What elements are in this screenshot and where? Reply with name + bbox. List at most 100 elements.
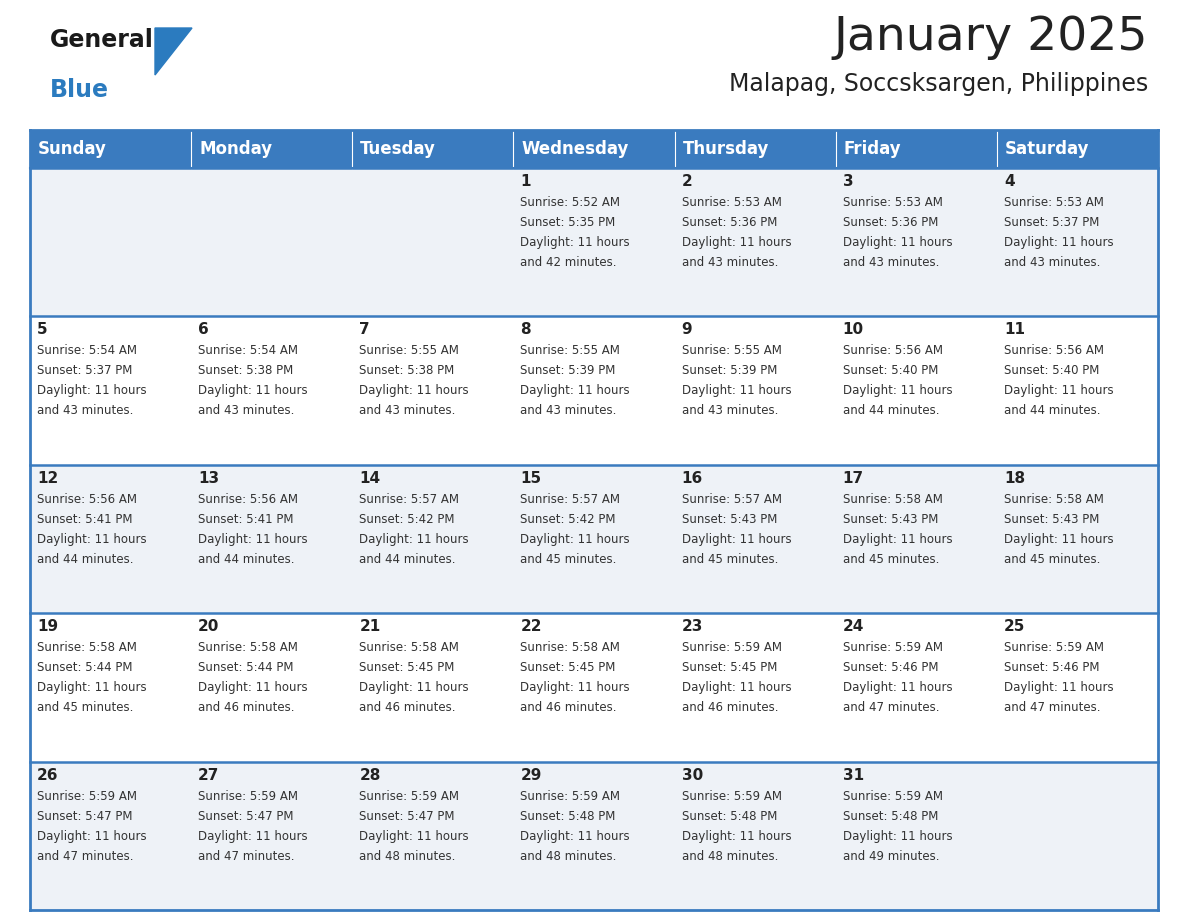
FancyBboxPatch shape — [30, 168, 191, 317]
FancyBboxPatch shape — [997, 317, 1158, 465]
Text: Daylight: 11 hours: Daylight: 11 hours — [682, 385, 791, 397]
Text: Daylight: 11 hours: Daylight: 11 hours — [1004, 681, 1113, 694]
Text: Daylight: 11 hours: Daylight: 11 hours — [520, 532, 630, 546]
Text: 21: 21 — [359, 620, 380, 634]
Text: and 43 minutes.: and 43 minutes. — [682, 256, 778, 269]
Text: and 46 minutes.: and 46 minutes. — [198, 701, 295, 714]
Text: 23: 23 — [682, 620, 703, 634]
Text: Sunrise: 5:59 AM: Sunrise: 5:59 AM — [1004, 641, 1104, 655]
FancyBboxPatch shape — [997, 130, 1158, 168]
Text: General: General — [50, 28, 154, 52]
Text: Sunrise: 5:58 AM: Sunrise: 5:58 AM — [842, 493, 942, 506]
Text: Daylight: 11 hours: Daylight: 11 hours — [520, 385, 630, 397]
FancyBboxPatch shape — [191, 317, 353, 465]
FancyBboxPatch shape — [30, 613, 191, 762]
Text: 7: 7 — [359, 322, 369, 338]
Text: Sunrise: 5:56 AM: Sunrise: 5:56 AM — [37, 493, 137, 506]
Text: 30: 30 — [682, 767, 703, 783]
FancyBboxPatch shape — [30, 762, 191, 910]
Text: Sunset: 5:46 PM: Sunset: 5:46 PM — [1004, 661, 1099, 674]
Text: and 44 minutes.: and 44 minutes. — [1004, 405, 1100, 418]
Text: Sunrise: 5:59 AM: Sunrise: 5:59 AM — [198, 789, 298, 802]
Text: Sunrise: 5:56 AM: Sunrise: 5:56 AM — [842, 344, 943, 357]
Text: 25: 25 — [1004, 620, 1025, 634]
FancyBboxPatch shape — [191, 465, 353, 613]
Text: and 43 minutes.: and 43 minutes. — [198, 405, 295, 418]
FancyBboxPatch shape — [191, 168, 353, 317]
Text: and 47 minutes.: and 47 minutes. — [37, 849, 133, 863]
Text: 6: 6 — [198, 322, 209, 338]
Text: 22: 22 — [520, 620, 542, 634]
Text: and 43 minutes.: and 43 minutes. — [359, 405, 456, 418]
Text: Sunset: 5:39 PM: Sunset: 5:39 PM — [520, 364, 615, 377]
FancyBboxPatch shape — [30, 465, 191, 613]
Text: Sunset: 5:47 PM: Sunset: 5:47 PM — [198, 810, 293, 823]
Text: 17: 17 — [842, 471, 864, 486]
Text: Sunset: 5:44 PM: Sunset: 5:44 PM — [37, 661, 133, 674]
Text: 15: 15 — [520, 471, 542, 486]
FancyBboxPatch shape — [513, 317, 675, 465]
Text: Daylight: 11 hours: Daylight: 11 hours — [682, 532, 791, 546]
FancyBboxPatch shape — [513, 168, 675, 317]
Text: Daylight: 11 hours: Daylight: 11 hours — [842, 681, 953, 694]
Text: Sunset: 5:42 PM: Sunset: 5:42 PM — [359, 513, 455, 526]
Text: Sunrise: 5:59 AM: Sunrise: 5:59 AM — [842, 789, 943, 802]
Text: Sunset: 5:40 PM: Sunset: 5:40 PM — [842, 364, 939, 377]
Text: 28: 28 — [359, 767, 380, 783]
Text: Daylight: 11 hours: Daylight: 11 hours — [1004, 385, 1113, 397]
Text: January 2025: January 2025 — [834, 15, 1148, 60]
Text: 4: 4 — [1004, 174, 1015, 189]
FancyBboxPatch shape — [835, 317, 997, 465]
Text: Sunrise: 5:58 AM: Sunrise: 5:58 AM — [359, 641, 459, 655]
Text: Sunset: 5:45 PM: Sunset: 5:45 PM — [520, 661, 615, 674]
Text: Sunset: 5:40 PM: Sunset: 5:40 PM — [1004, 364, 1099, 377]
FancyBboxPatch shape — [675, 465, 835, 613]
Text: and 45 minutes.: and 45 minutes. — [1004, 553, 1100, 565]
FancyBboxPatch shape — [191, 613, 353, 762]
Text: Sunset: 5:45 PM: Sunset: 5:45 PM — [359, 661, 455, 674]
Text: Daylight: 11 hours: Daylight: 11 hours — [198, 681, 308, 694]
FancyBboxPatch shape — [353, 168, 513, 317]
Text: Sunrise: 5:58 AM: Sunrise: 5:58 AM — [520, 641, 620, 655]
Text: Sunset: 5:43 PM: Sunset: 5:43 PM — [1004, 513, 1099, 526]
Text: Blue: Blue — [50, 78, 109, 102]
Text: Sunset: 5:37 PM: Sunset: 5:37 PM — [1004, 216, 1099, 229]
Text: and 47 minutes.: and 47 minutes. — [198, 849, 295, 863]
Text: 1: 1 — [520, 174, 531, 189]
Text: Sunset: 5:36 PM: Sunset: 5:36 PM — [842, 216, 939, 229]
Text: Sunrise: 5:58 AM: Sunrise: 5:58 AM — [1004, 493, 1104, 506]
FancyBboxPatch shape — [835, 465, 997, 613]
Text: Sunrise: 5:54 AM: Sunrise: 5:54 AM — [198, 344, 298, 357]
FancyBboxPatch shape — [353, 762, 513, 910]
Text: Sunrise: 5:55 AM: Sunrise: 5:55 AM — [359, 344, 459, 357]
Text: Monday: Monday — [200, 140, 272, 158]
Text: Sunrise: 5:59 AM: Sunrise: 5:59 AM — [682, 789, 782, 802]
Text: Sunset: 5:43 PM: Sunset: 5:43 PM — [842, 513, 939, 526]
Text: and 45 minutes.: and 45 minutes. — [682, 553, 778, 565]
FancyBboxPatch shape — [997, 762, 1158, 910]
FancyBboxPatch shape — [835, 130, 997, 168]
Text: and 48 minutes.: and 48 minutes. — [682, 849, 778, 863]
Text: Sunset: 5:41 PM: Sunset: 5:41 PM — [198, 513, 293, 526]
Text: Sunset: 5:39 PM: Sunset: 5:39 PM — [682, 364, 777, 377]
FancyBboxPatch shape — [675, 613, 835, 762]
Text: Daylight: 11 hours: Daylight: 11 hours — [842, 236, 953, 249]
Text: Sunset: 5:47 PM: Sunset: 5:47 PM — [37, 810, 133, 823]
Text: Daylight: 11 hours: Daylight: 11 hours — [682, 236, 791, 249]
Text: and 45 minutes.: and 45 minutes. — [520, 553, 617, 565]
Text: Friday: Friday — [843, 140, 902, 158]
Text: and 44 minutes.: and 44 minutes. — [842, 405, 940, 418]
Text: and 44 minutes.: and 44 minutes. — [198, 553, 295, 565]
Text: Daylight: 11 hours: Daylight: 11 hours — [359, 532, 469, 546]
Text: Daylight: 11 hours: Daylight: 11 hours — [37, 830, 146, 843]
FancyBboxPatch shape — [30, 317, 191, 465]
Text: Tuesday: Tuesday — [360, 140, 436, 158]
FancyBboxPatch shape — [835, 168, 997, 317]
Text: Sunrise: 5:53 AM: Sunrise: 5:53 AM — [682, 196, 782, 209]
Text: Sunset: 5:35 PM: Sunset: 5:35 PM — [520, 216, 615, 229]
FancyBboxPatch shape — [675, 168, 835, 317]
Text: Sunset: 5:44 PM: Sunset: 5:44 PM — [198, 661, 293, 674]
FancyBboxPatch shape — [353, 613, 513, 762]
Text: Sunrise: 5:58 AM: Sunrise: 5:58 AM — [198, 641, 298, 655]
Text: Sunrise: 5:54 AM: Sunrise: 5:54 AM — [37, 344, 137, 357]
